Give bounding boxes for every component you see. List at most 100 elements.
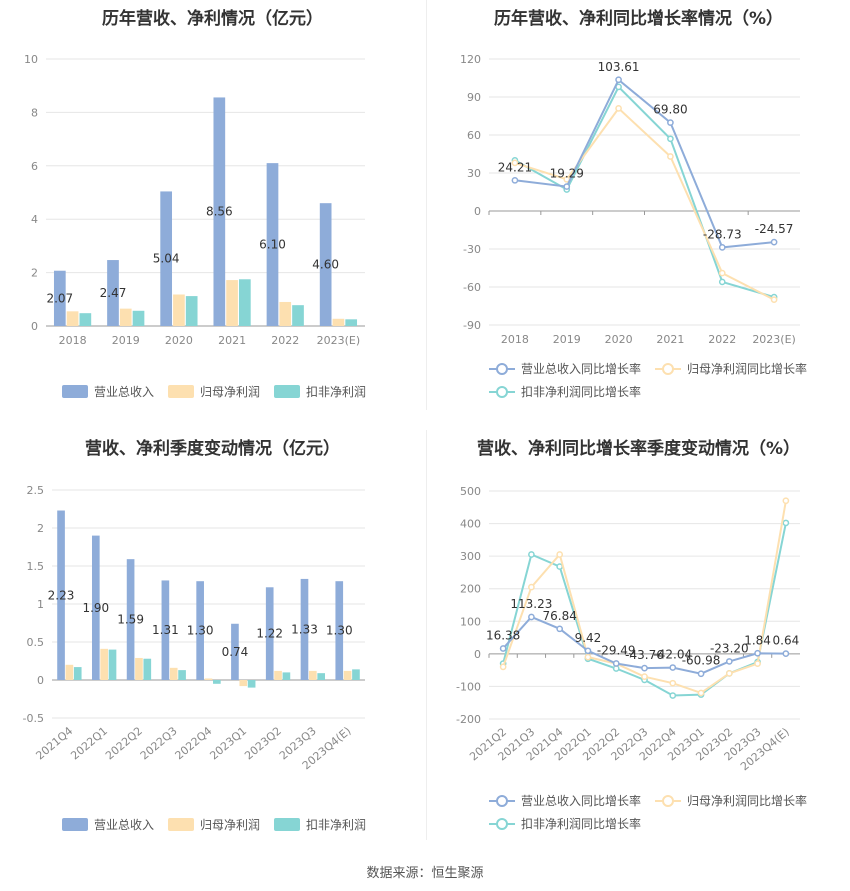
legend-item[interactable]: 扣非净利润同比增长率 xyxy=(489,815,641,832)
y-tick-label: 0 xyxy=(474,205,481,218)
data-source-note: 数据来源：恒生聚源 xyxy=(366,866,484,881)
line-value-label: -29.49 xyxy=(597,643,636,657)
legend-item[interactable]: 扣非净利润同比增长率 xyxy=(489,383,641,400)
legend-item[interactable]: 营业总收入同比增长率 xyxy=(489,360,641,377)
legend-item[interactable]: 扣非净利润 xyxy=(274,383,366,400)
bar-扣非净利润 xyxy=(213,680,221,684)
legend-item[interactable]: 扣非净利润 xyxy=(274,816,366,833)
y-tick-label: 0 xyxy=(474,648,481,661)
y-tick-label: 2 xyxy=(31,267,38,280)
line-value-label: -24.57 xyxy=(755,222,794,236)
chart-title: 历年营收、净利情况（亿元） xyxy=(102,9,323,29)
bar-value-label: 2.23 xyxy=(48,588,75,602)
data-point xyxy=(669,692,677,699)
bar-归母净利润 xyxy=(65,664,74,680)
bar-扣非净利润 xyxy=(132,310,145,326)
data-point xyxy=(669,679,677,687)
legend-swatch xyxy=(489,817,515,831)
y-tick-label: 30 xyxy=(467,167,481,180)
line-value-label: 1.84 xyxy=(744,633,771,647)
x-tick-label: 2023(E) xyxy=(317,334,361,347)
x-tick-label: 2022Q2 xyxy=(103,724,145,762)
bar-营业总收入 xyxy=(107,260,119,326)
bar-归母净利润 xyxy=(173,294,185,326)
bar-归母净利润 xyxy=(279,301,292,326)
quarterly-line-svg: 5004003002001000-100-2002021Q22021Q32021… xyxy=(456,485,800,773)
legend-label: 营业总收入同比增长率 xyxy=(521,794,642,808)
y-tick-label: 0 xyxy=(37,674,44,687)
legend-swatch xyxy=(62,385,88,398)
data-point xyxy=(770,296,778,304)
data-point xyxy=(499,645,507,652)
data-point xyxy=(782,650,790,657)
legend-label: 营业总收入同比增长率 xyxy=(521,362,642,376)
line-value-label: 16.38 xyxy=(486,629,520,643)
bar-value-label: 1.31 xyxy=(152,623,179,637)
legend-swatch xyxy=(62,818,88,831)
line-value-label: -43.76 xyxy=(625,648,664,662)
bar-营业总收入 xyxy=(213,97,226,326)
y-tick-label: 500 xyxy=(460,485,481,498)
annual-line-svg: 120 90 60 30 0 -30 -60 -90 2018 2019 2020 2021 2022 2… xyxy=(460,53,800,346)
legend-item[interactable]: 归母净利润 xyxy=(168,816,260,833)
y-tick-label: -0.5 xyxy=(23,712,44,725)
data-point xyxy=(641,673,648,681)
data-point xyxy=(528,551,535,558)
bar-value-label: 4.60 xyxy=(312,258,339,272)
legend-item[interactable]: 归母净利润 xyxy=(168,383,260,400)
data-point xyxy=(667,153,674,160)
legend-swatch xyxy=(489,794,515,808)
legend-item[interactable]: 营业总收入同比增长率 xyxy=(489,792,641,809)
legend-swatch xyxy=(168,818,195,831)
x-tick-label: 2018 xyxy=(501,333,529,346)
data-point xyxy=(697,670,705,678)
legend-item[interactable]: 营业总收入 xyxy=(62,816,154,833)
bar-value-label: 0.74 xyxy=(222,645,249,659)
bar-value-label: 1.30 xyxy=(326,624,353,638)
y-tick-label: 10 xyxy=(24,53,38,66)
x-tick-label: 2018 xyxy=(59,334,87,347)
legend-label: 归母净利润同比增长率 xyxy=(687,362,808,376)
data-point xyxy=(770,238,778,246)
legend-item[interactable]: 归母净利润同比增长率 xyxy=(655,360,807,377)
data-point xyxy=(669,664,677,671)
line-value-label: 103.61 xyxy=(598,60,640,74)
bar-扣非净利润 xyxy=(317,673,326,680)
bar-扣非净利润 xyxy=(247,680,256,688)
legend-swatch xyxy=(489,362,515,376)
bar-归母净利润 xyxy=(66,311,79,326)
data-point xyxy=(782,519,790,527)
bar-扣非净利润 xyxy=(292,305,304,326)
y-tick-label: -90 xyxy=(463,319,481,332)
bar-扣非净利润 xyxy=(352,669,360,680)
bar-扣非净利润 xyxy=(73,667,82,680)
bar-扣非净利润 xyxy=(282,672,291,680)
y-tick-label: -200 xyxy=(456,713,481,726)
legend-swatch xyxy=(655,362,682,376)
line-value-label: -60.98 xyxy=(682,654,721,668)
legend-item[interactable]: 营业总收入 xyxy=(62,383,154,400)
x-tick-label: 2022 xyxy=(271,334,299,347)
data-point xyxy=(718,244,726,251)
legend-label: 营业总收入 xyxy=(94,385,155,399)
y-tick-label: 8 xyxy=(31,106,38,119)
line-value-label: 19.29 xyxy=(550,167,584,181)
chart-title: 历年营收、净利同比增长率情况（%） xyxy=(493,9,784,29)
y-tick-label: 0.5 xyxy=(27,636,45,649)
legend-label: 扣非净利润 xyxy=(306,385,367,399)
data-point xyxy=(584,647,592,655)
legend-label: 归母净利润同比增长率 xyxy=(687,794,808,808)
bar-value-label: 2.07 xyxy=(46,291,73,305)
y-tick-label: 400 xyxy=(460,518,481,531)
series-line-营业总收入同比增长率 xyxy=(514,78,775,249)
data-point xyxy=(754,649,761,657)
chart-legend: 营业总收入同比增长率 归母净利润同比增长率扣非净利润同比增长率 xyxy=(489,360,839,406)
data-point xyxy=(754,660,761,667)
legend-item[interactable]: 归母净利润同比增长率 xyxy=(655,792,807,809)
bar-归母净利润 xyxy=(226,280,238,326)
x-tick-label: 2021 xyxy=(656,333,684,346)
bar-营业总收入 xyxy=(319,203,332,326)
bar-营业总收入 xyxy=(126,559,135,680)
y-tick-label: 100 xyxy=(460,615,481,628)
legend-label: 扣非净利润 xyxy=(306,818,367,832)
